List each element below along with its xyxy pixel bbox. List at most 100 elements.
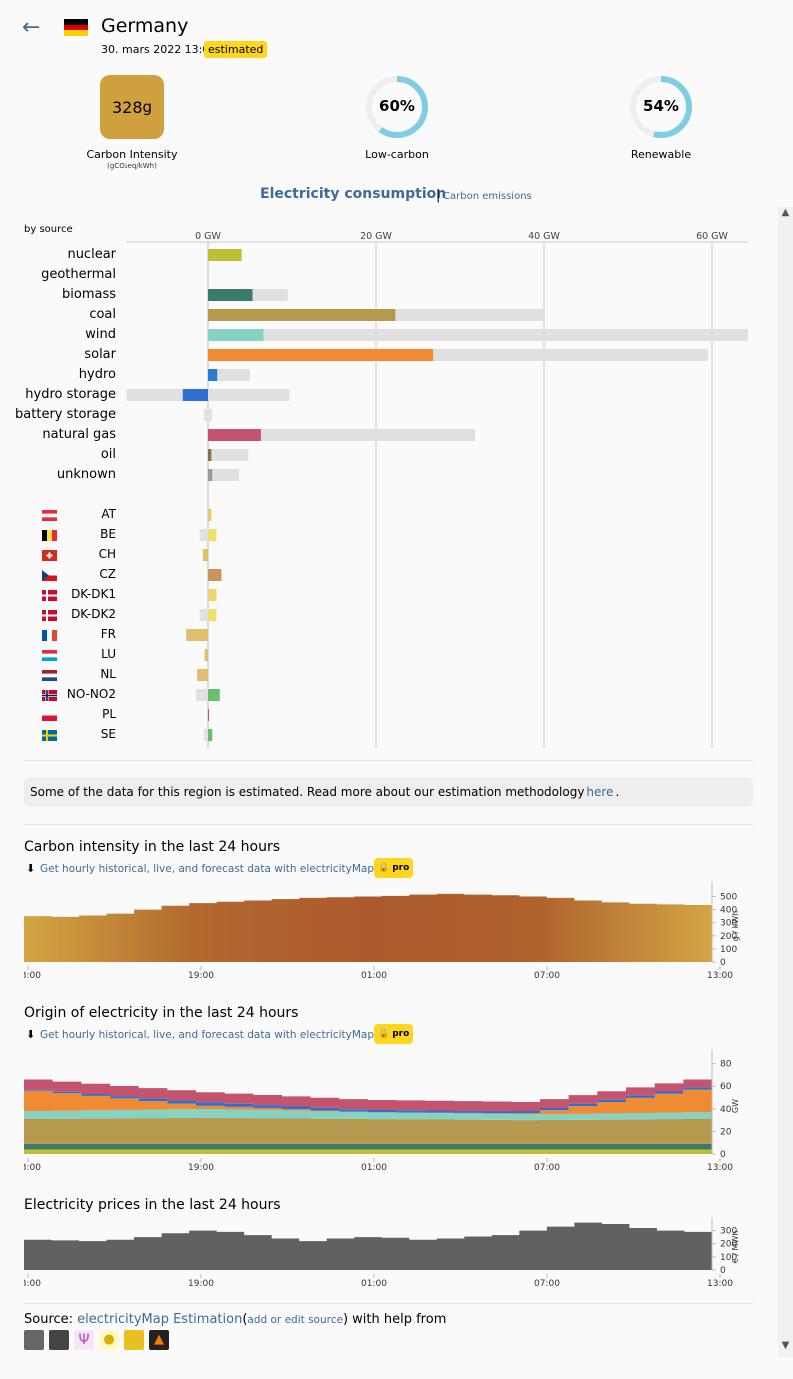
scroll-up-arrow-icon[interactable]: ▲ xyxy=(781,207,790,218)
production-bar[interactable] xyxy=(208,309,396,321)
y-tick-label: 300 xyxy=(720,919,737,929)
production-bar[interactable] xyxy=(208,349,434,361)
source-label: hydro xyxy=(78,367,116,382)
source-label: hydro storage xyxy=(25,387,116,402)
production-bar[interactable] xyxy=(202,549,208,561)
pro-label: pro xyxy=(392,863,410,873)
price-area[interactable] xyxy=(24,1222,712,1270)
scrollbar[interactable] xyxy=(778,207,793,1357)
x-tick-label: 19:00 xyxy=(188,971,214,981)
exchange-label: DK-DK2 xyxy=(71,607,116,621)
production-bar[interactable] xyxy=(208,509,212,521)
contributor-avatar[interactable]: ● xyxy=(99,1330,119,1350)
tab-electricity-consumption[interactable]: Electricity consumption xyxy=(260,186,447,202)
flag-icon xyxy=(42,670,57,681)
edit-source-link[interactable]: add or edit source xyxy=(247,1314,343,1326)
production-bar[interactable] xyxy=(208,569,222,581)
contributor-avatar[interactable] xyxy=(49,1330,69,1350)
x-tick-label: 13:00 xyxy=(24,971,41,981)
pro-badge[interactable]: 🔒 pro xyxy=(374,1024,414,1044)
y-tick-label: 40 xyxy=(720,1105,732,1115)
origin-area-solar[interactable] xyxy=(24,1089,712,1115)
renewable-arc xyxy=(630,76,692,138)
y-tick-label: 500 xyxy=(720,893,737,903)
contributor-avatar[interactable] xyxy=(24,1330,44,1350)
production-bar[interactable] xyxy=(208,369,218,381)
production-bar[interactable] xyxy=(208,329,264,341)
estimation-note: Some of the data for this region is esti… xyxy=(24,777,753,807)
contributor-avatar[interactable] xyxy=(124,1330,144,1350)
flag-icon xyxy=(42,570,57,581)
axis-tick-label: 0 GW xyxy=(195,231,221,242)
carbon-intensity-chart[interactable]: 500 400 300 200 100 0 g / kWh 13:00 19:00 01:00 07… xyxy=(24,882,744,982)
production-bar[interactable] xyxy=(208,689,220,701)
api-link[interactable]: Get hourly historical, live, and forecas… xyxy=(40,863,394,875)
y-tick-label: 20 xyxy=(720,1127,732,1137)
y-tick-label: 100 xyxy=(720,1253,737,1263)
production-bar[interactable] xyxy=(208,709,209,721)
origin-area-natural-gas[interactable] xyxy=(24,1079,712,1112)
contributor-avatar[interactable]: Ψ xyxy=(74,1330,94,1350)
origin-area-wind[interactable] xyxy=(24,1108,712,1121)
production-bar[interactable] xyxy=(208,589,217,601)
x-tick-label: 13:00 xyxy=(707,1279,733,1289)
exchange-label: CZ xyxy=(99,567,116,581)
production-bar[interactable] xyxy=(208,289,253,301)
x-tick-label: 01:00 xyxy=(361,1279,387,1289)
divider xyxy=(24,760,753,761)
x-tick-label: 13:00 xyxy=(707,1163,733,1173)
tab-separator: | xyxy=(436,188,441,203)
germany-flag-icon xyxy=(64,19,88,36)
price-chart[interactable]: 300 200 100 0 € / MWh 13:00 19:00 01:00 07:00 13:… xyxy=(24,1218,744,1294)
source-line: Source: electricityMap Estimation(add or… xyxy=(24,1312,446,1327)
estimation-link[interactable]: here xyxy=(586,785,614,799)
exchange-label: CH xyxy=(98,547,116,561)
production-bar[interactable] xyxy=(197,669,208,681)
y-unit-label: € / MWh xyxy=(731,1231,740,1264)
scroll-down-arrow-icon[interactable]: ▼ xyxy=(781,1340,790,1351)
y-tick-label: 80 xyxy=(720,1060,732,1070)
axis-tick-label: 40 GW xyxy=(528,231,560,242)
production-bar[interactable] xyxy=(208,529,217,541)
y-tick-label: 100 xyxy=(720,945,737,955)
production-bar[interactable] xyxy=(208,609,217,621)
carbon-intensity-area[interactable] xyxy=(24,893,712,962)
zone-title: Germany xyxy=(101,15,189,37)
source-link[interactable]: electricityMap Estimation xyxy=(77,1312,243,1327)
production-bar[interactable] xyxy=(208,469,213,481)
pro-badge[interactable]: 🔒 pro xyxy=(374,858,414,878)
pro-label: pro xyxy=(392,1029,410,1039)
origin-area-hydro[interactable] xyxy=(24,1087,712,1114)
origin-chart[interactable]: 80 60 40 20 0 GW 13:00 19:00 01:00 07:00 13:00 xyxy=(24,1048,744,1178)
production-bar[interactable] xyxy=(186,629,208,641)
tab-carbon-emissions[interactable]: Carbon emissions xyxy=(443,191,532,202)
low-carbon-gauge: 60% xyxy=(364,74,430,144)
low-carbon-label: Low-carbon xyxy=(365,148,429,161)
datetime: 30. mars 2022 13:00 xyxy=(101,43,217,56)
carbon-intensity-box: 328 g xyxy=(100,75,164,139)
production-bar[interactable] xyxy=(208,729,213,741)
by-source-label: by source xyxy=(24,224,73,235)
flag-icon xyxy=(42,630,57,641)
divider xyxy=(24,1303,753,1304)
api-link[interactable]: Get hourly historical, live, and forecas… xyxy=(40,1029,394,1041)
source-label: wind xyxy=(85,327,116,342)
origin-area-biomass[interactable] xyxy=(24,1143,712,1150)
contributor-avatar[interactable]: ▲ xyxy=(149,1330,169,1350)
production-bar[interactable] xyxy=(182,389,208,401)
production-bar[interactable] xyxy=(208,449,212,461)
origin-area-coal[interactable] xyxy=(24,1117,712,1144)
back-arrow-icon[interactable]: ← xyxy=(22,15,41,40)
origin-area-nuclear[interactable] xyxy=(24,1149,712,1154)
carbon-intensity-value: 328 xyxy=(111,97,143,117)
exchange-label: NO-NO2 xyxy=(66,687,116,701)
source-label: geothermal xyxy=(41,267,116,282)
production-bar[interactable] xyxy=(204,649,208,661)
exchange-label: DK-DK1 xyxy=(71,587,116,601)
y-tick-label: 200 xyxy=(720,932,737,942)
production-bar[interactable] xyxy=(208,249,242,261)
renewable-label: Renewable xyxy=(630,148,692,161)
production-bar[interactable] xyxy=(208,429,261,441)
lock-icon: 🔒 xyxy=(378,1029,390,1039)
exchange-label: NL xyxy=(100,667,116,681)
